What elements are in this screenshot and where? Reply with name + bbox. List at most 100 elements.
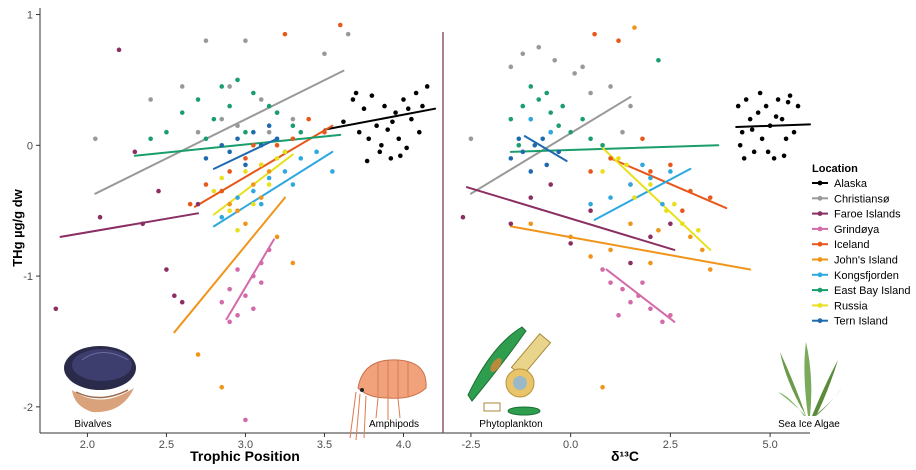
point-faroe-islands bbox=[628, 260, 633, 266]
point-alaska bbox=[356, 129, 362, 135]
x-tick-label: 3.0 bbox=[238, 439, 253, 451]
x-tick-label: 2.5 bbox=[663, 439, 678, 451]
fit-line-john-s-island bbox=[509, 225, 752, 271]
point-tern-island bbox=[516, 136, 522, 142]
point-tern-island bbox=[540, 136, 546, 142]
point-alaska bbox=[377, 149, 383, 155]
point-faroe-islands bbox=[648, 234, 653, 240]
point-john-s-island bbox=[600, 384, 605, 390]
fit-line-iceland bbox=[609, 157, 728, 210]
point-christians- bbox=[219, 116, 225, 122]
point-faroe-islands bbox=[508, 221, 514, 227]
legend: Location Alaska Christiansø Faroe Islands G… bbox=[812, 163, 910, 328]
annotation-bivalves: Bivalves bbox=[74, 419, 111, 430]
point-christians- bbox=[572, 71, 577, 76]
point-christians- bbox=[322, 51, 327, 57]
point-john-s-island bbox=[588, 254, 593, 259]
point-christians- bbox=[580, 64, 585, 70]
point-iceland bbox=[282, 31, 288, 37]
point-iceland bbox=[187, 201, 193, 207]
legend-key-dot-kongsfjorden bbox=[817, 272, 823, 278]
point-christians- bbox=[93, 136, 98, 142]
point-grind-ya bbox=[636, 293, 641, 298]
point-alaska bbox=[385, 127, 390, 132]
point-east-bay-island bbox=[568, 129, 573, 135]
point-east-bay-island bbox=[195, 97, 201, 102]
point-grind-ya bbox=[219, 299, 225, 305]
fit-line-alaska bbox=[323, 107, 437, 131]
point-iceland bbox=[608, 156, 613, 161]
x-tick-label: 2.0 bbox=[80, 439, 95, 451]
point-alaska bbox=[366, 136, 372, 142]
point-tern-island bbox=[258, 143, 264, 148]
point-east-bay-island bbox=[580, 116, 585, 122]
point-alaska bbox=[743, 97, 749, 102]
point-iceland bbox=[648, 169, 653, 174]
point-alaska bbox=[379, 143, 384, 148]
point-faroe-islands bbox=[528, 195, 534, 200]
point-russia bbox=[600, 169, 605, 174]
point-alaska bbox=[424, 84, 430, 89]
point-john-s-island bbox=[632, 25, 637, 30]
point-iceland bbox=[322, 129, 327, 135]
point-alaska bbox=[755, 110, 761, 115]
annotation-amphipods: Amphipods bbox=[369, 419, 419, 430]
fit-lines-layer bbox=[59, 69, 811, 334]
point-john-s-island bbox=[568, 234, 573, 240]
point-iceland bbox=[227, 169, 232, 174]
point-east-bay-island bbox=[536, 97, 542, 102]
point-east-bay-island bbox=[179, 110, 185, 115]
fit-line-east-bay-island bbox=[509, 144, 720, 153]
point-faroe-islands bbox=[164, 267, 169, 272]
point-russia bbox=[664, 208, 669, 213]
fit-line-grind-ya bbox=[225, 238, 275, 321]
y-tick-label: 1 bbox=[27, 10, 33, 22]
point-russia bbox=[227, 208, 232, 213]
point-john-s-island bbox=[707, 267, 713, 272]
point-kongsfjorden bbox=[648, 175, 653, 181]
point-iceland bbox=[592, 31, 597, 37]
legend-label-faroe-islands: Faroe Islands bbox=[834, 209, 901, 221]
point-grind-ya bbox=[227, 319, 232, 325]
point-tern-island bbox=[266, 123, 272, 128]
point-russia bbox=[624, 162, 629, 168]
fit-line-christians- bbox=[94, 69, 345, 195]
point-alaska bbox=[409, 116, 414, 122]
point-tern-island bbox=[227, 149, 232, 155]
point-east-bay-island bbox=[227, 103, 232, 109]
fit-line-faroe-islands bbox=[59, 212, 200, 238]
point-christians- bbox=[203, 38, 209, 43]
point-grind-ya bbox=[251, 306, 256, 312]
legend-key-dot-russia bbox=[817, 303, 823, 308]
point-iceland bbox=[290, 136, 296, 142]
point-faroe-islands bbox=[156, 188, 161, 194]
point-kongsfjorden bbox=[314, 149, 319, 155]
point-east-bay-island bbox=[274, 110, 280, 115]
point-russia bbox=[616, 156, 621, 161]
point-faroe-islands bbox=[460, 214, 466, 220]
point-tern-island bbox=[532, 143, 538, 148]
point-east-bay-island bbox=[516, 143, 522, 148]
legend-key-dot-christians- bbox=[817, 195, 823, 201]
point-john-s-island bbox=[274, 234, 280, 240]
annotation-phytoplankton: Phytoplankton bbox=[479, 419, 542, 430]
y-tick-label: 0 bbox=[27, 140, 33, 152]
point-grind-ya bbox=[266, 247, 272, 253]
point-alaska bbox=[390, 119, 395, 125]
fit-line-christians- bbox=[469, 95, 632, 195]
point-iceland bbox=[337, 22, 343, 28]
point-christians- bbox=[628, 103, 633, 109]
point-tern-island bbox=[556, 149, 561, 155]
point-alaska bbox=[350, 97, 356, 102]
point-faroe-islands bbox=[140, 221, 146, 227]
point-russia bbox=[258, 162, 264, 168]
point-iceland bbox=[680, 208, 685, 213]
point-kongsfjorden bbox=[628, 182, 633, 187]
point-grind-ya bbox=[616, 313, 621, 318]
point-russia bbox=[680, 221, 685, 227]
point-faroe-islands bbox=[132, 149, 138, 155]
point-christians- bbox=[552, 58, 557, 63]
point-faroe-islands bbox=[116, 47, 122, 53]
point-alaska bbox=[737, 143, 743, 148]
point-kongsfjorden bbox=[548, 129, 554, 135]
